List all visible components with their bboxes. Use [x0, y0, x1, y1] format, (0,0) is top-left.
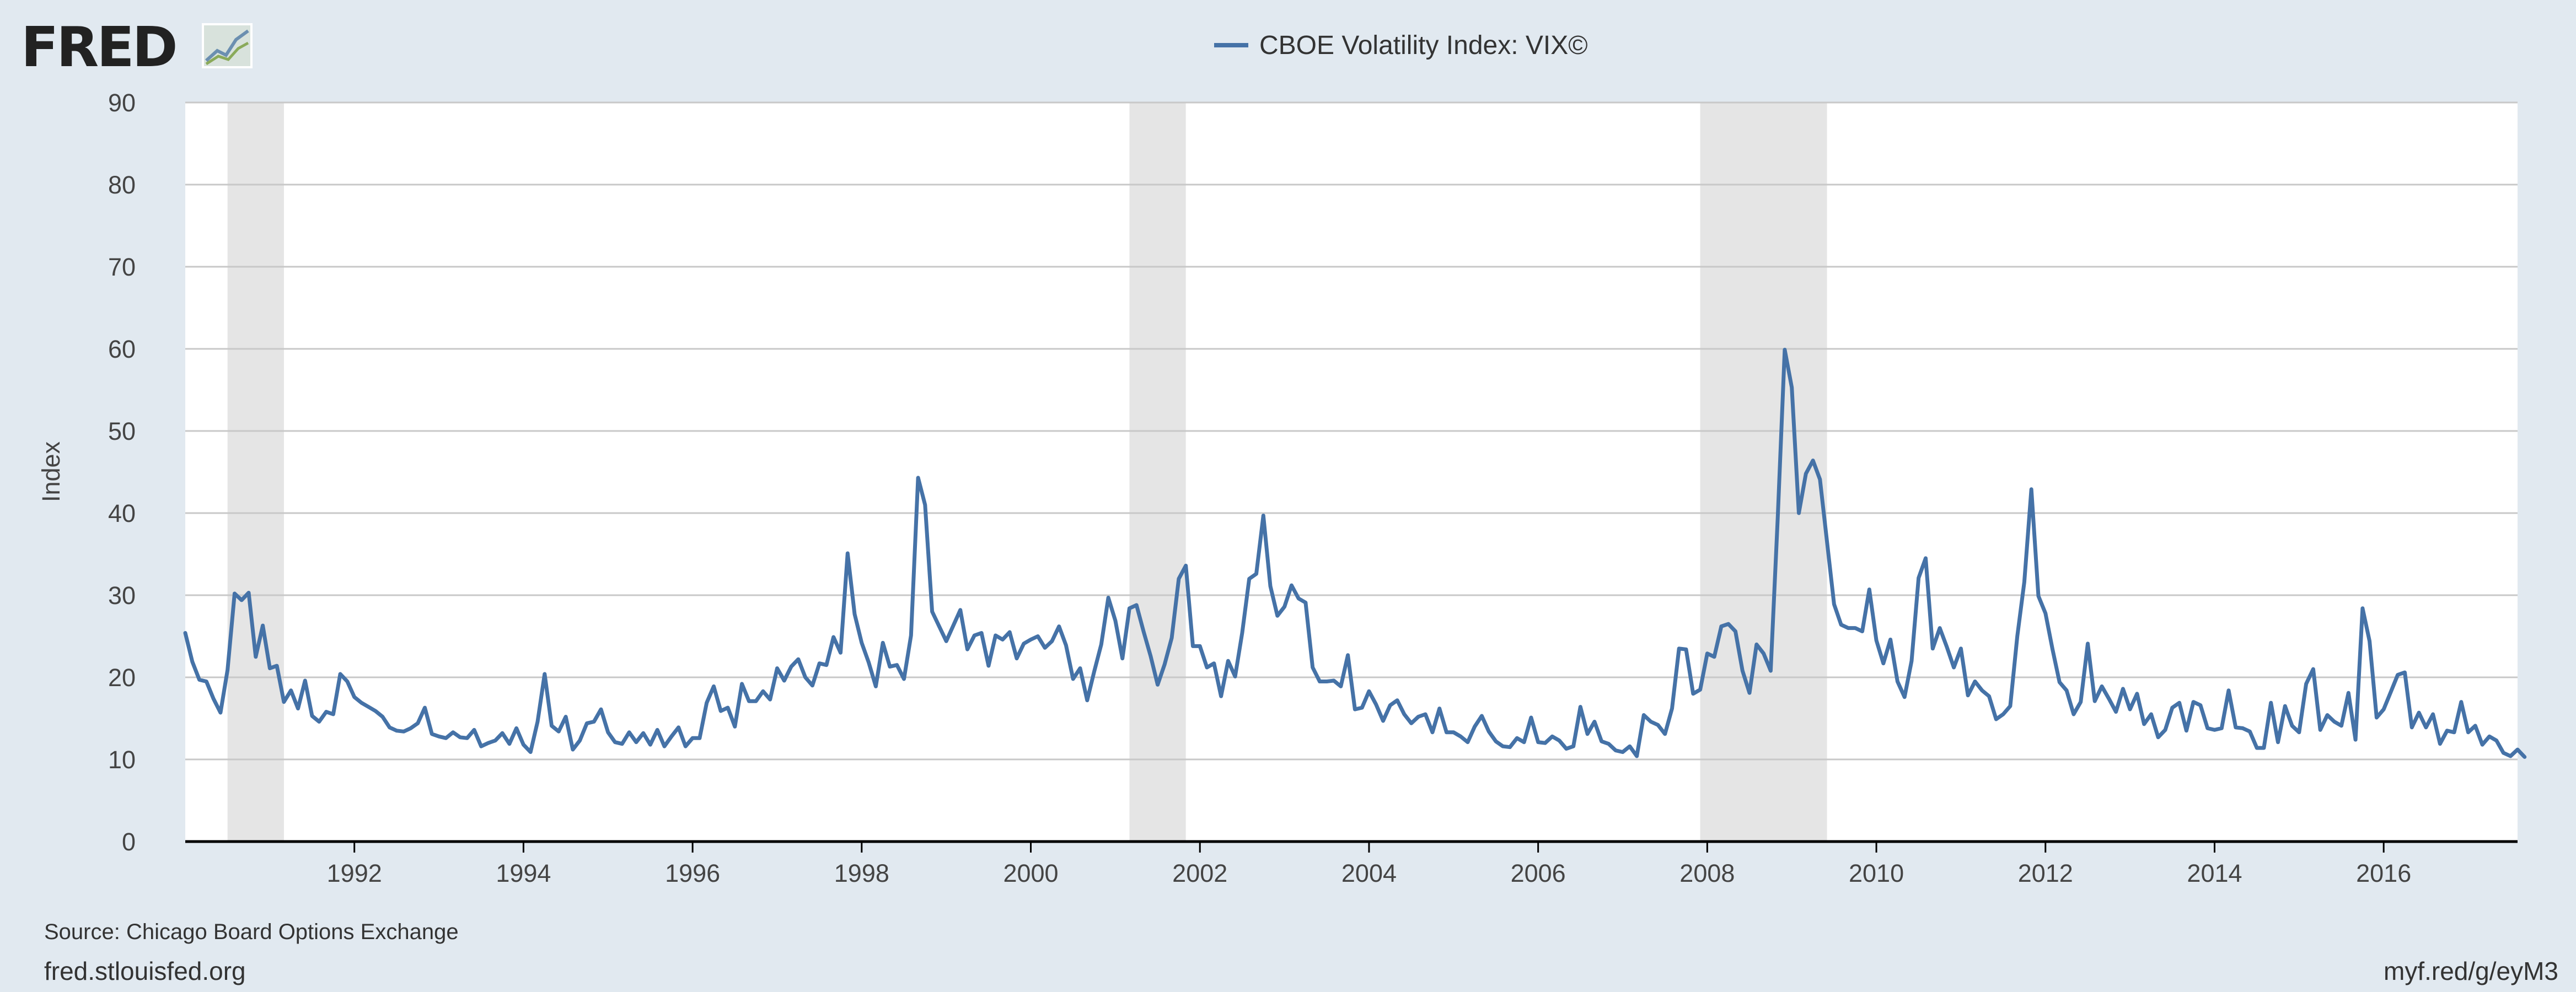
y-tick-label: 20 — [108, 664, 136, 692]
x-tick-label: 2002 — [1172, 859, 1227, 887]
y-tick-label: 50 — [108, 417, 136, 445]
y-tick-label: 60 — [108, 335, 136, 363]
x-tick-label: 1992 — [327, 859, 382, 887]
legend[interactable]: CBOE Volatility Index: VIX© — [1214, 31, 1588, 60]
x-tick-label: 2008 — [1679, 859, 1735, 887]
x-tick-label: 2006 — [1511, 859, 1566, 887]
source-note: Source: Chicago Board Options Exchange — [44, 920, 459, 944]
legend-label: CBOE Volatility Index: VIX© — [1259, 31, 1588, 60]
gridlines — [185, 101, 2518, 761]
series-line — [183, 348, 2527, 759]
x-tick-label: 1996 — [665, 859, 720, 887]
y-tick-label: 70 — [108, 253, 136, 281]
series-layer — [183, 348, 2527, 759]
fred-logo-text: FRED — [21, 15, 176, 79]
x-tick-label: 2012 — [2018, 859, 2073, 887]
site-url[interactable]: fred.stlouisfed.org — [44, 957, 246, 985]
fred-logo-graph-icon — [202, 23, 253, 68]
x-tick-label: 2014 — [2187, 859, 2242, 887]
recession-band — [1129, 103, 1186, 842]
y-tick-label: 40 — [108, 499, 136, 527]
plot-area[interactable] — [185, 103, 2518, 841]
x-tick-label: 1998 — [834, 859, 889, 887]
x-axis: 1992 1994 1996 1998 2000 2002 2004 2006 2008 2010… — [327, 842, 2411, 887]
y-tick-label: 30 — [108, 581, 136, 610]
y-tick-label: 0 — [122, 828, 136, 856]
x-tick-label: 2016 — [2356, 859, 2411, 887]
y-axis-title: Index — [37, 441, 65, 502]
x-tick-label: 2000 — [1003, 859, 1058, 887]
recession-band — [227, 103, 284, 842]
fred-logo[interactable]: FRED — [21, 15, 253, 79]
x-tick-label: 2010 — [1849, 859, 1904, 887]
x-tick-label: 2004 — [1341, 859, 1397, 887]
y-tick-label: 10 — [108, 746, 136, 774]
short-link[interactable]: myf.red/g/eyM3 — [2384, 957, 2558, 985]
x-tick-label: 1994 — [496, 859, 551, 887]
y-tick-label: 90 — [108, 89, 136, 117]
y-tick-label: 80 — [108, 171, 136, 199]
y-axis: 0 10 20 30 40 50 60 70 80 90 — [108, 89, 136, 856]
